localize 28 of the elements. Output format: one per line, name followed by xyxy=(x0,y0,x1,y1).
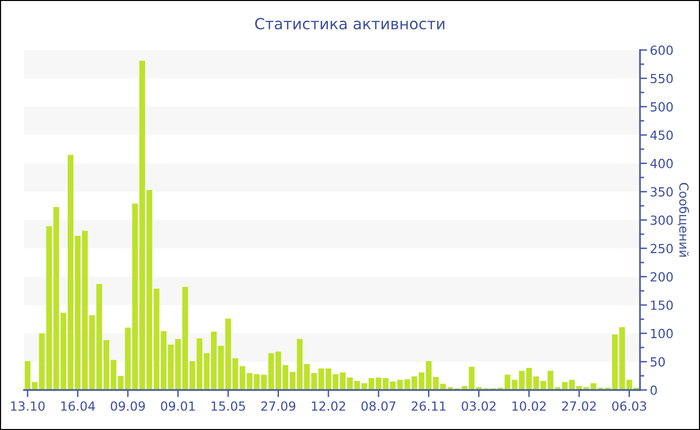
x-tick-label: 06.03 xyxy=(612,401,646,411)
x-tick-label: 16.04 xyxy=(61,401,95,411)
y-tick-label: 400 xyxy=(650,158,673,168)
x-tick-label: 27.02 xyxy=(562,401,596,411)
y-axis-title: Сообщений xyxy=(678,182,690,257)
y-tick-label: 600 xyxy=(650,45,673,55)
x-tick-label: 09.09 xyxy=(110,401,145,411)
x-tick-label: 13.10 xyxy=(11,401,45,411)
x-tick-label: 08.07 xyxy=(361,401,396,411)
y-tick-label: 500 xyxy=(650,102,673,112)
x-tick-label: 26.11 xyxy=(412,401,446,411)
y-tick-label: 150 xyxy=(651,300,673,310)
y-tick-label: 50 xyxy=(650,357,665,367)
y-tick-label: 300 xyxy=(650,215,673,225)
x-tick-label: 15.05 xyxy=(212,401,245,411)
y-tick-label: 200 xyxy=(650,272,673,282)
x-tick-label: 27.09 xyxy=(261,401,296,411)
y-tick-label: 250 xyxy=(650,244,673,254)
y-tick-label: 350 xyxy=(650,187,673,197)
x-tick-label: 09.01 xyxy=(160,401,195,411)
y-tick-label: 0 xyxy=(650,385,657,395)
x-tick-label: 10.02 xyxy=(512,401,546,411)
x-tick-label: 12.02 xyxy=(312,401,346,411)
y-tick-label: 450 xyxy=(650,130,673,140)
y-tick-label: 550 xyxy=(650,74,673,84)
x-tick-label: 03.02 xyxy=(462,401,496,411)
y-tick-label: 100 xyxy=(651,328,673,338)
chart-title: Статистика активности xyxy=(255,18,444,30)
